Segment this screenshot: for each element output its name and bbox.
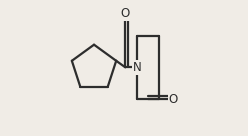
Text: O: O: [121, 7, 130, 20]
Text: O: O: [168, 93, 178, 106]
Text: N: N: [133, 61, 142, 74]
